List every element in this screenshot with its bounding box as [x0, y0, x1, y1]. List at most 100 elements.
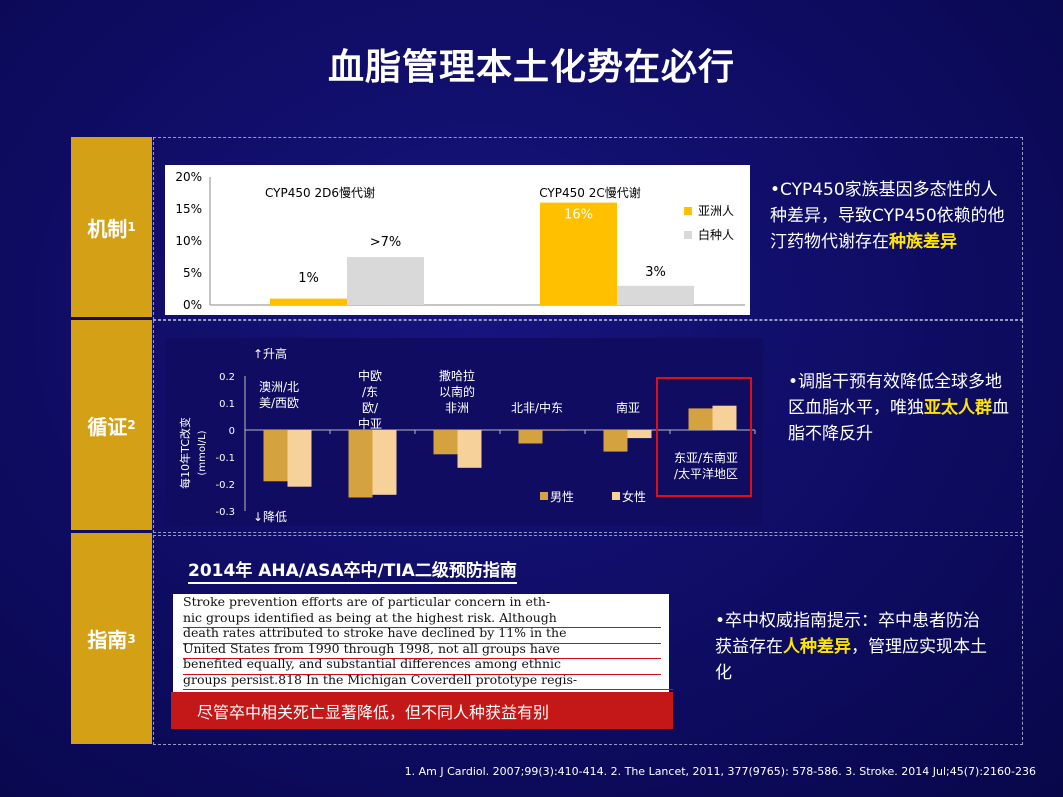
legend-label: 亚洲人	[698, 204, 734, 218]
category-label: 以南的	[439, 384, 475, 399]
bar-value-label: >7%	[370, 235, 402, 250]
category-label: 非洲	[445, 401, 469, 415]
down-label: ↓降低	[253, 510, 287, 524]
row-label-sup: 2	[127, 418, 136, 432]
excerpt-underline	[183, 627, 661, 628]
y-tick-label: -0.3	[215, 507, 235, 518]
bar	[688, 408, 713, 430]
excerpt-line: Stroke prevention efforts are of particu…	[183, 594, 551, 609]
category-label: 东亚/东南亚	[674, 450, 738, 465]
tc-change-chart: 0.2 0.1 0 -0.1 -0.2 -0.3 澳洲/北美/西欧 中欧/东欧/中亚 撒哈拉 以南…	[165, 338, 763, 526]
category-label: 中亚	[358, 416, 382, 431]
legend-swatch	[612, 492, 620, 500]
row-label-sup: 1	[127, 220, 136, 234]
up-label: ↑升高	[253, 346, 287, 361]
note-text: •调脂干预有效降低全球多地区血脂水平，唯独	[788, 372, 1003, 418]
category-label: 欧/	[362, 401, 379, 415]
category-label: /太平洋地区	[674, 466, 738, 481]
note-text-tail: 血脂不降反升	[788, 398, 1009, 444]
row-label-guideline: 指南 3	[71, 533, 152, 744]
legend-label: 女性	[622, 489, 646, 504]
y-tick-label: -0.2	[215, 480, 235, 491]
category-label: 澳洲/北	[259, 380, 299, 394]
bar-value-label: 1%	[298, 271, 319, 286]
excerpt-line: death rates attributed to stroke have de…	[183, 625, 567, 641]
excerpt-underline	[183, 689, 673, 690]
y-tick-label: 0	[229, 426, 235, 437]
bar	[347, 257, 424, 305]
note-highlight: 人种差异	[783, 637, 851, 657]
category-label: 美/西欧	[259, 396, 299, 410]
y-axis-title: 每10年TC改变	[178, 417, 192, 489]
bar	[263, 430, 288, 482]
bar	[603, 430, 628, 452]
guideline-panel	[153, 535, 1023, 745]
row-label-text: 机制	[87, 216, 128, 241]
references: 1. Am J Cardiol. 2007;99(3):410-414. 2. …	[404, 765, 1036, 778]
category-label: 南亚	[616, 400, 640, 415]
bar	[287, 430, 312, 487]
y-tick-label: -0.1	[215, 453, 235, 464]
highlight-box-asia-pacific	[656, 377, 752, 497]
row-label-text: 循证	[87, 414, 128, 439]
y-tick-label: 10%	[175, 234, 202, 248]
legend-swatch	[540, 492, 548, 500]
note-highlight: 亚太人群	[924, 398, 992, 418]
y-tick-label: 0%	[183, 298, 202, 312]
row-label-text: 指南	[87, 628, 128, 652]
category-label: 北非/中东	[511, 400, 563, 415]
row-label-sup: 3	[127, 631, 136, 646]
row-label-mechanism: 机制 1	[71, 137, 152, 317]
guideline-note: •卒中权威指南提示：卒中患者防治获益存在人种差异，管理应实现本土化	[715, 608, 995, 686]
bar	[518, 430, 543, 444]
y-tick-label: 0.1	[219, 399, 235, 410]
y-tick-label: 20%	[175, 170, 202, 184]
bar	[348, 430, 373, 498]
cyp450-chart: 20% 15% 10% 5% 0% CYP450 2D6慢代谢 1% >7% CYP450 2C…	[165, 165, 750, 315]
mechanism-note: •CYP450家族基因多态性的人种差异，导致CYP450依赖的他汀药物代谢存在种…	[770, 177, 1010, 255]
category-label: /东	[362, 385, 378, 399]
tc-change-chart-svg: 0.2 0.1 0 -0.1 -0.2 -0.3 澳洲/北美/西欧 中欧/东欧/中亚 撒哈拉以南…	[165, 338, 763, 526]
cyp450-chart-svg: 20% 15% 10% 5% 0% CYP450 2D6慢代谢 1% >7% CYP450 2C…	[175, 170, 745, 312]
group-label: CYP450 2D6慢代谢	[265, 185, 375, 200]
category-label: 中欧	[358, 368, 382, 383]
group-label: CYP450 2C慢代谢	[539, 185, 640, 200]
note-text: •CYP450家族基因多态性的人种差异，导致CYP450依赖的他汀药物代谢存在	[770, 180, 1005, 252]
excerpt-line: nic groups identified as being at the hi…	[183, 609, 557, 625]
excerpt-line: groups persist.818 In the Michigan Cover…	[183, 671, 578, 687]
y-tick-label: 15%	[175, 202, 202, 216]
note-text-tail: ，管理应实现本土化	[715, 637, 987, 683]
excerpt-underline	[183, 674, 661, 675]
bar	[627, 430, 652, 439]
note-highlight: 种族差异	[889, 232, 957, 252]
bar	[372, 430, 397, 495]
legend-label: 白种人	[698, 227, 734, 242]
evidence-note: •调脂干预有效降低全球多地区血脂水平，唯独亚太人群血脂不降反升	[788, 369, 1013, 447]
bar	[617, 285, 694, 305]
legend-label: 男性	[550, 490, 574, 504]
excerpt-line: benefited equally, and substantial diffe…	[183, 656, 562, 672]
bar	[540, 202, 617, 305]
excerpt-underline	[183, 658, 661, 659]
y-tick-label: 0.2	[219, 372, 235, 383]
category-label: 撒哈拉	[439, 368, 475, 383]
y-axis-unit: (mmol/L)	[197, 430, 208, 475]
guideline-title: 2014年 AHA/ASA卒中/TIA二级预防指南	[188, 556, 517, 584]
bar-value-label: 3%	[645, 265, 666, 280]
legend-swatch	[684, 231, 692, 239]
bar	[270, 298, 347, 305]
y-tick-label: 5%	[183, 266, 202, 280]
row-label-evidence: 循证 2	[71, 320, 152, 530]
guideline-callout: 尽管卒中相关死亡显著降低，但不同人种获益有别	[171, 692, 673, 729]
evidence-panel	[153, 320, 1023, 533]
legend-swatch	[684, 207, 692, 215]
bar-value-label: 16%	[564, 208, 593, 223]
excerpt-line: United States from 1990 through 1998, no…	[183, 640, 560, 656]
bar	[712, 405, 737, 430]
mechanism-panel	[153, 137, 1023, 320]
note-text: •卒中权威指南提示：卒中患者防治获益存在	[715, 611, 981, 657]
page-title: 血脂管理本土化势在必行	[327, 47, 735, 88]
bar	[457, 430, 482, 468]
bar	[433, 430, 458, 455]
bar	[542, 430, 567, 431]
